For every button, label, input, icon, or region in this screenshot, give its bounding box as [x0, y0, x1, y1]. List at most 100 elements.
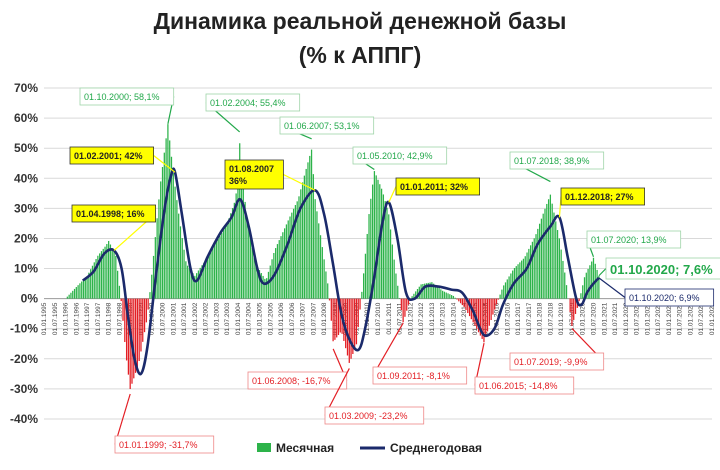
bar	[573, 298, 575, 320]
bar	[305, 168, 307, 299]
bar	[442, 290, 444, 299]
bar	[503, 285, 505, 299]
bar	[174, 186, 176, 299]
x-tick-label: 01.07.2005	[267, 302, 274, 335]
bar	[424, 283, 426, 299]
bar	[240, 162, 243, 299]
annotation-leader	[598, 268, 607, 277]
bar	[66, 296, 68, 299]
bar	[359, 298, 361, 310]
bar	[122, 298, 124, 321]
bar	[86, 276, 88, 299]
bar	[415, 291, 417, 299]
bar	[483, 298, 485, 343]
bar	[492, 298, 494, 315]
y-tick-label: 40%	[14, 171, 38, 185]
bar	[93, 262, 95, 299]
bar	[233, 202, 235, 299]
x-tick-label: 01.07.2021	[612, 302, 619, 335]
annotation-box	[69, 146, 154, 165]
x-tick-label: 01.01.2001	[170, 302, 177, 335]
bar	[355, 298, 358, 345]
bar	[562, 260, 564, 299]
x-tick-label: 01.01.2014	[450, 302, 457, 335]
x-tick-label: 01.01.2019	[558, 302, 565, 335]
x-tick-label: 01.07.2022	[634, 302, 641, 335]
x-tick-label: 01.07.2011	[397, 302, 404, 334]
x-tick-label: 01.07.2025	[698, 302, 705, 335]
bar	[468, 298, 471, 317]
bar	[298, 196, 300, 299]
bar	[551, 203, 553, 299]
bar	[190, 270, 192, 299]
bar	[226, 223, 228, 299]
x-tick-label: 01.01.1997	[84, 302, 91, 335]
bar	[402, 298, 404, 323]
bar	[136, 298, 139, 368]
bar	[222, 229, 225, 299]
y-tick-label: -20%	[10, 352, 38, 366]
bar	[330, 298, 332, 321]
annotation-box	[395, 177, 480, 196]
legend-label: Среднегодовая	[390, 441, 482, 455]
x-tick-label: 01.01.2023	[644, 302, 651, 335]
x-tick-label: 01.07.2003	[224, 302, 231, 335]
bar	[82, 279, 85, 299]
bar	[199, 267, 201, 299]
bar	[458, 298, 460, 302]
y-tick-label: 50%	[14, 141, 38, 155]
bar	[88, 272, 90, 299]
bar	[99, 253, 101, 299]
bar	[321, 247, 323, 299]
x-tick-label: 01.07.2006	[289, 302, 296, 335]
bar	[282, 232, 284, 299]
bar	[266, 278, 268, 299]
annotation-label: 01.06.2008; -16,7%	[252, 376, 331, 386]
annotation-box	[71, 204, 156, 223]
bar	[210, 250, 212, 299]
bar	[564, 272, 566, 299]
bar	[109, 244, 112, 299]
bar	[598, 276, 600, 299]
bar	[555, 221, 557, 299]
bar	[429, 282, 431, 299]
bar	[485, 298, 487, 338]
bar	[447, 293, 449, 299]
x-tick-label: 01.01.2017	[515, 302, 522, 335]
bar	[217, 238, 219, 299]
bar	[192, 273, 194, 299]
x-tick-label: 01.07.2020	[590, 302, 597, 335]
x-tick-label: 01.01.2022	[623, 302, 630, 335]
bar	[495, 298, 498, 305]
bar	[292, 208, 295, 299]
bar	[337, 298, 340, 335]
bar	[113, 251, 115, 299]
bar	[68, 294, 70, 299]
bar	[348, 298, 350, 363]
bar	[300, 189, 302, 299]
bar	[100, 251, 103, 299]
bar	[215, 241, 218, 299]
bar	[524, 256, 526, 299]
bar	[125, 298, 128, 361]
bar	[438, 287, 440, 299]
annotation-box	[474, 376, 575, 395]
bar	[318, 223, 320, 299]
y-tick-label: 10%	[14, 262, 38, 276]
x-tick-label: 01.01.2018	[537, 302, 544, 335]
bar	[515, 266, 517, 299]
bar	[260, 273, 262, 299]
bar	[380, 188, 383, 299]
x-tick-label: 01.01.2003	[213, 302, 220, 335]
annotation-box	[560, 187, 645, 206]
y-tick-label: -40%	[10, 412, 38, 426]
bar	[310, 149, 313, 299]
x-tick-label: 01.01.2008	[321, 302, 328, 335]
x-tick-label: 01.07.2017	[526, 302, 533, 335]
y-tick-label: 60%	[14, 111, 38, 125]
annotation-label: 01.10.2020; 7,6%	[610, 262, 713, 277]
bar	[373, 171, 376, 299]
bar	[140, 298, 142, 352]
annotation-box	[509, 151, 605, 170]
bar	[104, 246, 106, 299]
